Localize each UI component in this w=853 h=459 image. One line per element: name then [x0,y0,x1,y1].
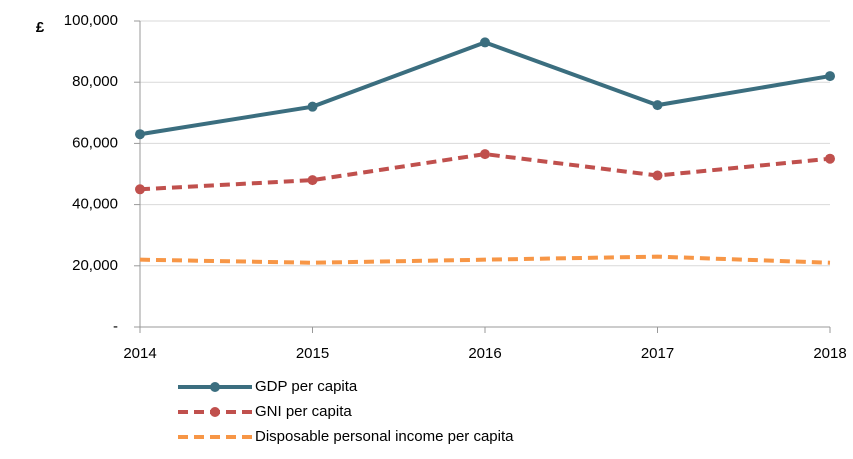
legend-label: GNI per capita [255,403,352,420]
data-point [307,175,318,186]
y-tick-label: 80,000 [72,73,118,90]
x-tick-label: 2014 [123,345,156,362]
data-point [825,71,835,82]
legend-label: GDP per capita [255,378,358,395]
series-line [139,152,831,192]
data-point [307,101,318,112]
y-tick-label: - [113,318,118,335]
series-line [139,40,831,137]
data-point [652,170,663,181]
x-tick-label: 2017 [641,345,674,362]
data-point [480,37,490,48]
y-tick-label: 60,000 [72,134,118,151]
x-tick-label: 2016 [468,345,501,362]
data-point [652,100,663,111]
legend-marker [210,382,220,392]
y-axis-title: £ [36,19,45,36]
y-tick-label: 20,000 [72,257,118,274]
y-tick-label: 40,000 [72,196,118,213]
series-line [139,254,831,265]
x-tick-label: 2018 [813,345,846,362]
data-point [480,149,490,160]
data-point [135,184,145,195]
x-tick-label: 2015 [296,345,329,362]
data-point [135,129,145,140]
legend-marker [210,407,220,417]
legend-label: Disposable personal income per capita [255,428,514,445]
y-tick-label: 100,000 [64,12,118,29]
data-point [825,153,835,164]
